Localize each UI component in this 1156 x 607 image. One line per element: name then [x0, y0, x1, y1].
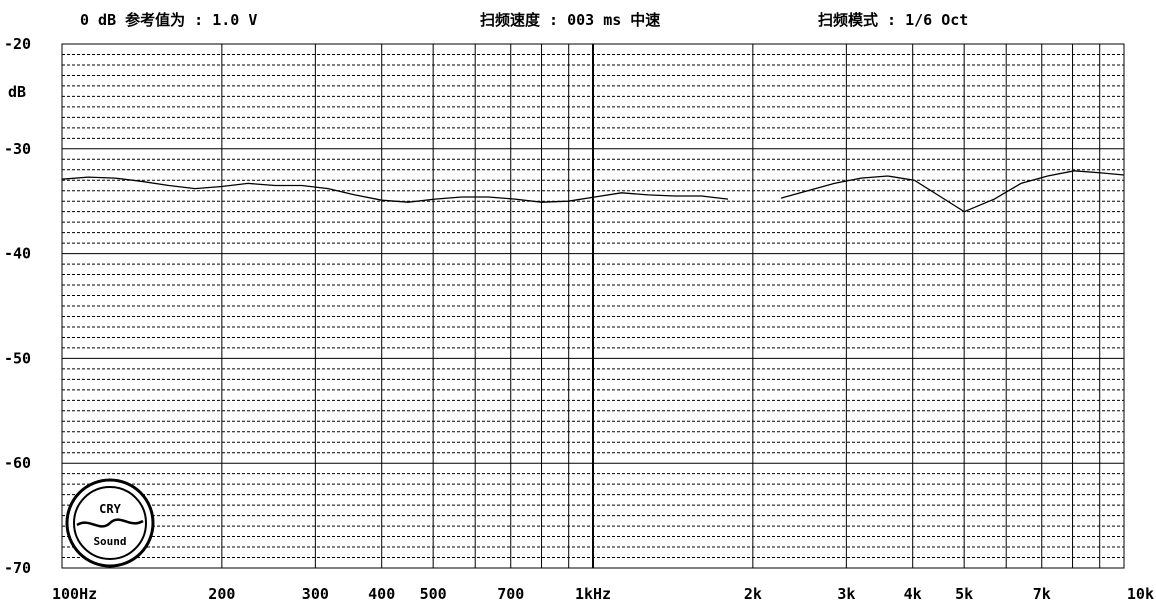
response-curve-segment — [780, 170, 1125, 213]
x-tick-label: 2k — [744, 585, 762, 603]
x-tick-labels: 100Hz 200 300 400 500 700 1kHz 2k 3k 4k 5k 7k 10k — [52, 585, 1154, 603]
sweep-speed-text: 扫频速度 : 003 ms 中速 — [480, 11, 660, 29]
logo-top-text: CRY — [99, 502, 121, 516]
y-axis-label: dB — [8, 83, 26, 101]
x-tick-label: 3k — [837, 585, 855, 603]
y-tick-label: -20 — [4, 35, 31, 53]
response-series — [61, 170, 1125, 213]
x-tick-label: 100Hz — [52, 585, 97, 603]
response-curve-segment — [61, 176, 729, 203]
x-tick-label: 700 — [497, 585, 524, 603]
x-tick-label: 7k — [1033, 585, 1051, 603]
plot-frame — [61, 43, 1125, 569]
y-tick-label: -30 — [4, 140, 31, 158]
x-tick-label: 400 — [368, 585, 395, 603]
logo-bottom-text: Sound — [93, 535, 126, 548]
logo-wave — [76, 518, 144, 528]
y-tick-labels: -20 -30 -40 -50 -60 -70 — [4, 35, 31, 577]
y-tick-label: -50 — [4, 349, 31, 367]
x-tick-label: 4k — [904, 585, 922, 603]
reference-level-text: 0 dB 参考值为 : 1.0 V — [80, 11, 257, 29]
y-tick-label: -70 — [4, 559, 31, 577]
x-tick-label: 200 — [208, 585, 235, 603]
y-tick-label: -40 — [4, 245, 31, 263]
sweep-mode-text: 扫频模式 : 1/6 Oct — [818, 11, 968, 29]
x-tick-label: 5k — [955, 585, 973, 603]
major-gridlines — [62, 44, 1124, 568]
header: 0 dB 参考值为 : 1.0 V 扫频速度 : 003 ms 中速 扫频模式 … — [80, 11, 968, 29]
cry-sound-logo: CRY Sound — [65, 478, 155, 568]
y-tick-label: -60 — [4, 454, 31, 472]
x-tick-label: 10k — [1127, 585, 1154, 603]
x-tick-label: 300 — [302, 585, 329, 603]
x-tick-label: 1kHz — [575, 585, 611, 603]
x-tick-label: 500 — [420, 585, 447, 603]
logo-inner-ring — [73, 486, 147, 560]
